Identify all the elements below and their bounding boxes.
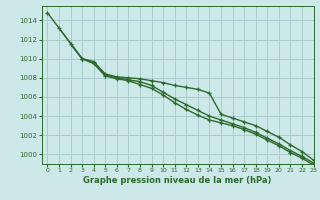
X-axis label: Graphe pression niveau de la mer (hPa): Graphe pression niveau de la mer (hPa) [84,176,272,185]
